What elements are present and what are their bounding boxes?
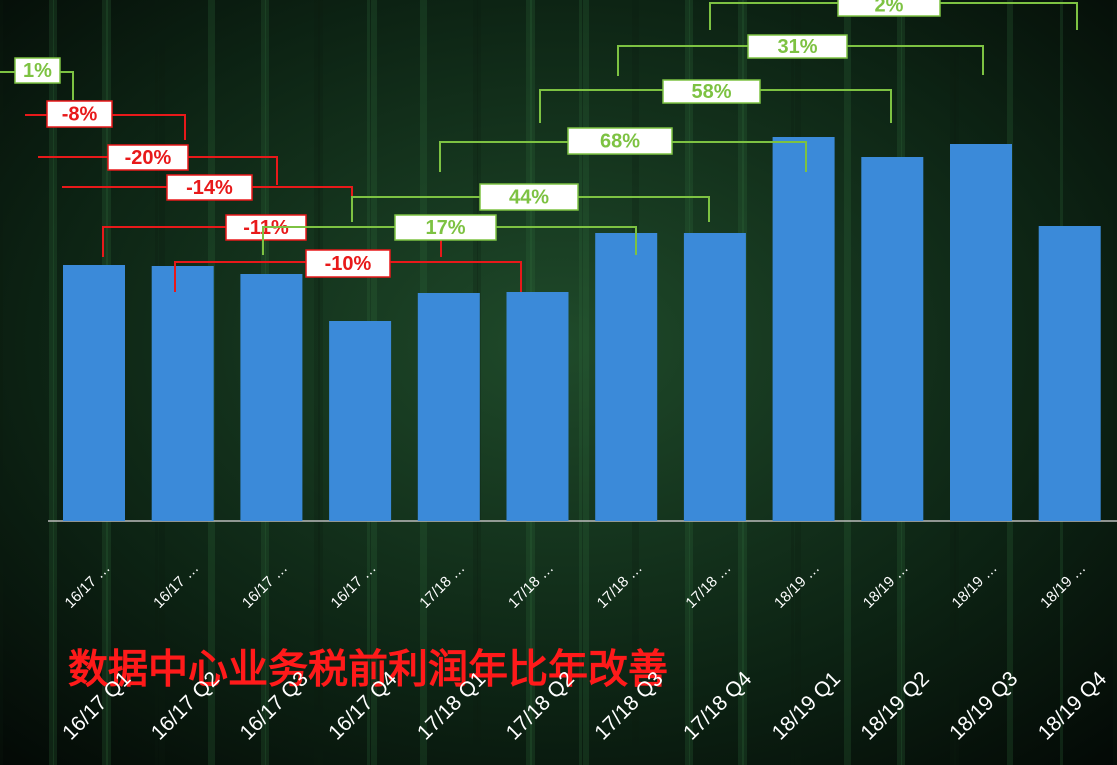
texture-stripe — [49, 0, 54, 765]
bar — [1038, 226, 1101, 521]
annotation-label: 44% — [509, 186, 549, 208]
annotation-label: -8% — [62, 103, 98, 125]
annotation-box — [166, 174, 253, 201]
annotation-box — [14, 57, 61, 84]
annotation-label: -14% — [186, 177, 233, 199]
annotation-label: 17% — [425, 217, 465, 239]
texture-stripe — [0, 0, 3, 765]
bar — [861, 157, 924, 521]
annotation-box — [567, 127, 673, 155]
annotation-box — [46, 100, 113, 128]
texture-stripe — [318, 0, 323, 765]
bar — [63, 265, 125, 521]
bar — [772, 137, 835, 521]
chart-title: 数据中心业务税前利润年比年改善 — [68, 648, 668, 692]
annotation-box — [305, 249, 391, 278]
annotation-label: 68% — [600, 130, 640, 152]
texture-stripe — [314, 0, 320, 765]
annotation-box — [747, 34, 848, 59]
bar — [950, 144, 1012, 521]
bar — [151, 266, 214, 521]
bar — [417, 293, 480, 521]
bar — [595, 233, 658, 521]
annotation-label: 1% — [23, 60, 52, 82]
annotation-label: 31% — [777, 36, 817, 58]
bar — [240, 274, 303, 521]
bar — [506, 292, 569, 521]
bar — [329, 321, 392, 521]
annotation-box — [662, 79, 761, 104]
annotation-label: 58% — [691, 81, 731, 103]
annotation-label: -20% — [125, 147, 172, 169]
texture-stripe — [579, 0, 582, 765]
annotation-box — [479, 183, 579, 211]
texture-stripe — [844, 0, 848, 765]
annotation-box — [394, 214, 497, 241]
annotation-label: -10% — [325, 253, 372, 275]
annotation-box — [107, 144, 189, 171]
texture-stripe — [848, 0, 851, 765]
texture-stripe — [53, 0, 57, 765]
texture-stripe — [1113, 0, 1117, 765]
bar — [683, 233, 746, 521]
annotation-label: 2% — [875, 0, 904, 16]
annotation-box — [837, 0, 941, 17]
texture-stripe — [583, 0, 589, 765]
